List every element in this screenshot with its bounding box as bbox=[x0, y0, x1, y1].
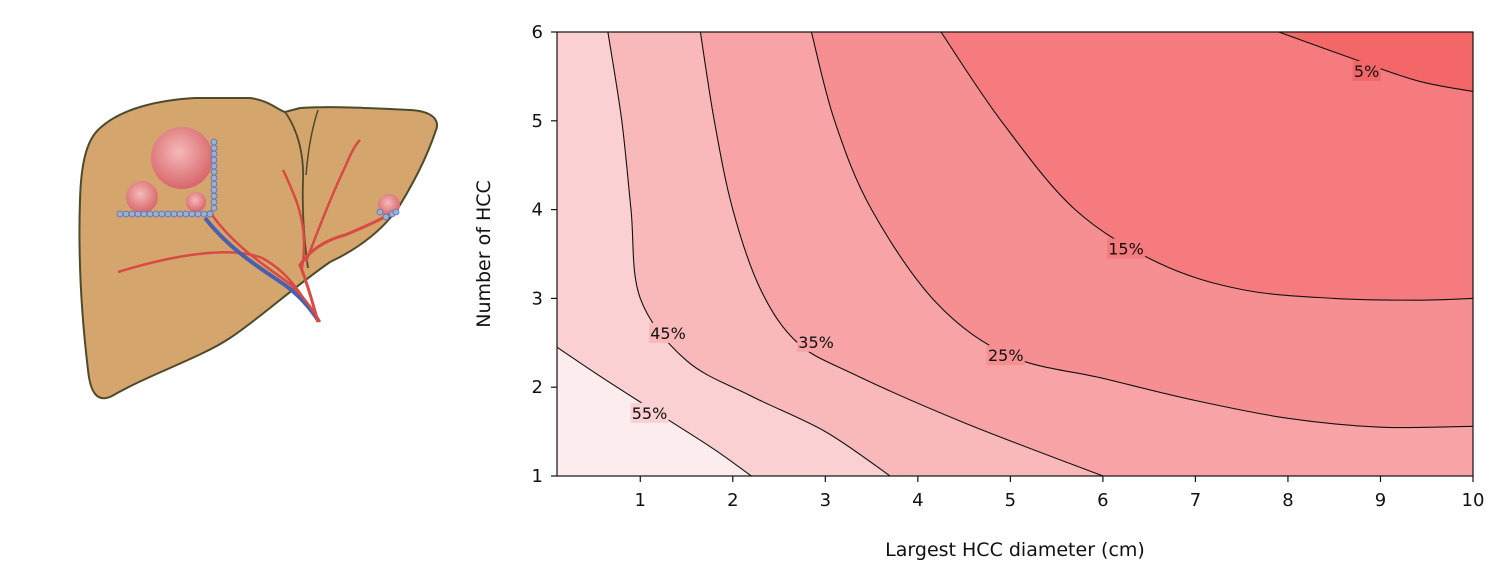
y-tick-label: 5 bbox=[532, 111, 543, 132]
region-35pct bbox=[557, 32, 1103, 476]
bile-bead bbox=[210, 168, 218, 176]
portal-vein bbox=[203, 216, 320, 322]
bile-bead bbox=[206, 210, 214, 218]
artery-right-upper bbox=[304, 139, 361, 263]
bile-bead bbox=[210, 162, 218, 170]
contour-label-bg bbox=[1352, 60, 1381, 81]
contour-regions bbox=[557, 32, 1473, 476]
x-tick-label: 1 bbox=[635, 490, 646, 511]
bile-bead bbox=[146, 210, 154, 218]
bile-bead bbox=[200, 210, 208, 218]
tumor-small bbox=[186, 192, 206, 212]
x-axis-label: Largest HCC diameter (cm) bbox=[885, 539, 1145, 561]
bile-bead bbox=[176, 210, 184, 218]
bile-bead bbox=[194, 210, 202, 218]
x-tick-label: 5 bbox=[1005, 490, 1016, 511]
bile-bead bbox=[158, 210, 166, 218]
bile-bead bbox=[210, 204, 218, 212]
x-tick-label: 10 bbox=[1462, 490, 1485, 511]
contour-label-45pct: 45% bbox=[650, 324, 686, 343]
region-45pct bbox=[557, 32, 891, 476]
bile-bead bbox=[210, 174, 218, 182]
bile-bead bbox=[392, 208, 400, 216]
contour-line-35pct bbox=[699, 31, 1104, 477]
contour-line-15pct bbox=[940, 31, 1474, 301]
y-tick-label: 6 bbox=[532, 22, 543, 43]
bile-bead bbox=[140, 210, 148, 218]
bile-bead bbox=[376, 208, 384, 216]
x-axis-ticks: 1 2 3 4 5 6 7 8 9 10 bbox=[635, 476, 1485, 511]
x-tick-label: 9 bbox=[1375, 490, 1386, 511]
bile-bead bbox=[210, 192, 218, 200]
contour-label-bg bbox=[1107, 238, 1146, 259]
bile-bead bbox=[122, 210, 130, 218]
contour-label-5pct: 5% bbox=[1354, 62, 1379, 81]
liver-shape bbox=[78, 97, 438, 400]
x-tick-label: 7 bbox=[1190, 490, 1201, 511]
x-tick-label: 4 bbox=[912, 490, 923, 511]
contour-label-bg bbox=[797, 331, 836, 352]
bile-bead bbox=[164, 210, 172, 218]
bile-bead bbox=[210, 150, 218, 158]
bile-bead bbox=[128, 210, 136, 218]
x-tick-label: 6 bbox=[1097, 490, 1108, 511]
bile-bead bbox=[210, 144, 218, 152]
contour-line-5pct bbox=[1278, 31, 1474, 93]
liver-illustration bbox=[78, 97, 438, 400]
bile-bead bbox=[116, 210, 124, 218]
bile-bead bbox=[210, 156, 218, 164]
contour-label-bg bbox=[630, 402, 669, 423]
bile-bead bbox=[210, 138, 218, 146]
contour-label-35pct: 35% bbox=[798, 333, 834, 352]
plot-area: 55% 45% 35% 25% 15% 5% 1 2 3 4 5 6 7 8 9 10 1 2 3 4 5 6 Lar… bbox=[473, 22, 1484, 561]
contour-label-bg bbox=[986, 345, 1025, 366]
x-tick-label: 3 bbox=[820, 490, 831, 511]
tumor-medium bbox=[126, 181, 158, 213]
artery-right bbox=[298, 212, 391, 323]
x-tick-label: 2 bbox=[727, 490, 738, 511]
bile-bead bbox=[134, 210, 142, 218]
tumor-large bbox=[151, 127, 213, 189]
bile-bead bbox=[210, 198, 218, 206]
liver-lobe-divider-2 bbox=[305, 109, 319, 176]
bile-bead bbox=[170, 210, 178, 218]
artery-left-branch bbox=[281, 169, 306, 269]
contour-label-55pct: 55% bbox=[632, 404, 668, 423]
y-axis-ticks: 1 2 3 4 5 6 bbox=[532, 22, 557, 487]
bile-bead bbox=[152, 210, 160, 218]
bile-bead bbox=[182, 210, 190, 218]
contour-label-bg bbox=[649, 322, 688, 343]
y-tick-label: 1 bbox=[532, 466, 543, 487]
bile-bead bbox=[210, 180, 218, 188]
bile-duct-beads bbox=[116, 138, 400, 221]
plot-frame bbox=[556, 31, 1474, 477]
y-tick-label: 2 bbox=[532, 377, 543, 398]
bile-bead bbox=[210, 186, 218, 194]
y-tick-label: 3 bbox=[532, 288, 543, 309]
contour-label-15pct: 15% bbox=[1108, 240, 1144, 259]
contour-label-25pct: 25% bbox=[988, 346, 1024, 365]
bile-bead bbox=[382, 213, 390, 221]
bile-bead bbox=[188, 210, 196, 218]
artery-upper bbox=[210, 214, 322, 323]
y-tick-label: 4 bbox=[532, 200, 543, 221]
contour-line-25pct bbox=[810, 31, 1474, 429]
x-tick-label: 8 bbox=[1282, 490, 1293, 511]
y-axis-label: Number of HCC bbox=[473, 180, 495, 328]
contour-labels: 55% 45% 35% 25% 15% 5% bbox=[630, 60, 1381, 423]
